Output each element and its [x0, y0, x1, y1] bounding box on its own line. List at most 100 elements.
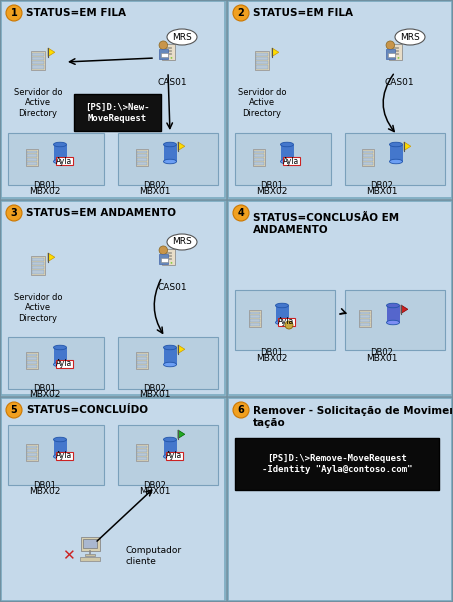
Bar [256, 66, 268, 69]
Text: MRS: MRS [400, 33, 420, 42]
Bar [228, 398, 452, 601]
Ellipse shape [275, 303, 289, 308]
FancyBboxPatch shape [135, 352, 149, 368]
Ellipse shape [395, 29, 425, 45]
Bar [137, 158, 147, 161]
Polygon shape [386, 49, 395, 59]
Text: Ayla: Ayla [278, 317, 294, 326]
Bar [1, 201, 225, 395]
Circle shape [233, 402, 249, 418]
Bar [32, 266, 44, 269]
Bar [164, 50, 171, 51]
Bar [362, 154, 373, 157]
Bar [32, 66, 44, 69]
Text: STATUS=EM FILA: STATUS=EM FILA [253, 8, 353, 18]
Text: 6: 6 [238, 405, 244, 415]
Bar [360, 319, 371, 322]
FancyBboxPatch shape [8, 425, 104, 485]
FancyBboxPatch shape [165, 452, 183, 460]
Text: Servidor do
Active
Directory: Servidor do Active Directory [14, 293, 62, 323]
Bar [83, 539, 97, 548]
Bar [164, 53, 171, 54]
Text: DB02: DB02 [144, 384, 166, 393]
Bar [27, 358, 38, 361]
Bar [254, 162, 265, 165]
Bar [250, 311, 260, 314]
Bar [27, 457, 38, 460]
Bar [137, 445, 147, 448]
Bar [27, 158, 38, 161]
Text: Ayla: Ayla [283, 157, 299, 166]
Polygon shape [272, 48, 279, 57]
Text: Ayla: Ayla [56, 157, 72, 166]
Polygon shape [164, 439, 177, 456]
Ellipse shape [167, 234, 197, 250]
FancyBboxPatch shape [162, 249, 174, 265]
Circle shape [386, 41, 395, 49]
Circle shape [285, 321, 293, 329]
Circle shape [6, 402, 22, 418]
FancyBboxPatch shape [56, 360, 72, 368]
Ellipse shape [390, 159, 403, 164]
Text: DB01: DB01 [34, 181, 57, 190]
Bar [1, 1, 225, 198]
FancyBboxPatch shape [26, 149, 39, 166]
Bar [256, 57, 268, 60]
Bar [391, 47, 399, 48]
Bar [391, 50, 399, 51]
Ellipse shape [386, 303, 400, 308]
FancyBboxPatch shape [278, 318, 294, 326]
Text: STATUS=EM FILA: STATUS=EM FILA [26, 8, 126, 18]
Bar [137, 358, 147, 361]
Text: Servidor do
Active
Directory: Servidor do Active Directory [14, 88, 62, 118]
Bar [250, 315, 260, 318]
Ellipse shape [53, 455, 67, 459]
Polygon shape [48, 253, 55, 261]
Ellipse shape [280, 142, 294, 147]
FancyBboxPatch shape [118, 133, 218, 185]
FancyBboxPatch shape [118, 425, 218, 485]
Circle shape [159, 41, 168, 49]
Polygon shape [390, 144, 403, 161]
Bar [161, 53, 168, 57]
FancyBboxPatch shape [81, 537, 100, 551]
Circle shape [233, 5, 249, 21]
Text: STATUS=EM ANDAMENTO: STATUS=EM ANDAMENTO [26, 208, 176, 218]
Text: 2: 2 [238, 8, 244, 18]
Bar [27, 361, 38, 364]
Bar [137, 162, 147, 165]
Ellipse shape [53, 437, 67, 442]
Text: MRS: MRS [172, 33, 192, 42]
FancyBboxPatch shape [235, 438, 439, 490]
FancyBboxPatch shape [8, 133, 104, 185]
Bar [250, 323, 260, 326]
Bar [32, 57, 44, 60]
Text: MBX01: MBX01 [139, 390, 171, 399]
Bar [137, 457, 147, 460]
Text: Ayla: Ayla [166, 452, 182, 461]
Bar [1, 398, 225, 601]
Ellipse shape [164, 159, 177, 164]
FancyBboxPatch shape [345, 290, 445, 350]
FancyBboxPatch shape [255, 51, 269, 69]
FancyBboxPatch shape [359, 309, 371, 326]
Bar [228, 1, 452, 198]
Polygon shape [275, 305, 289, 323]
Polygon shape [386, 305, 400, 323]
Text: MBX01: MBX01 [366, 354, 398, 363]
Bar [27, 353, 38, 356]
Text: DB02: DB02 [144, 181, 166, 190]
Bar [391, 53, 399, 54]
Text: DB02: DB02 [371, 348, 394, 357]
Text: DB01: DB01 [260, 181, 284, 190]
Circle shape [159, 246, 168, 255]
Text: MBX02: MBX02 [29, 187, 61, 196]
FancyBboxPatch shape [249, 309, 261, 326]
Text: 3: 3 [10, 208, 17, 218]
Text: DB02: DB02 [144, 481, 166, 490]
Text: [PS]D:\>New-
MoveRequest: [PS]D:\>New- MoveRequest [85, 104, 149, 123]
Bar [256, 61, 268, 64]
FancyBboxPatch shape [235, 133, 331, 185]
Bar [137, 449, 147, 452]
FancyBboxPatch shape [253, 149, 265, 166]
